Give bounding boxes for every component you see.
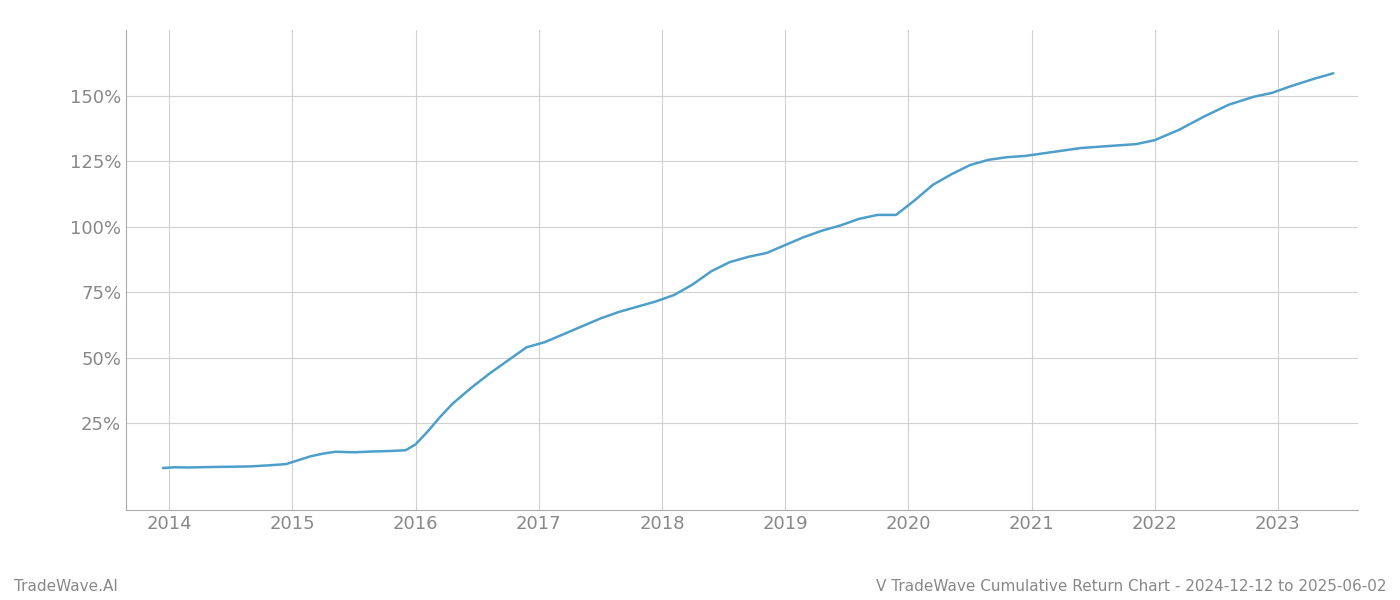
Text: TradeWave.AI: TradeWave.AI (14, 579, 118, 594)
Text: V TradeWave Cumulative Return Chart - 2024-12-12 to 2025-06-02: V TradeWave Cumulative Return Chart - 20… (875, 579, 1386, 594)
